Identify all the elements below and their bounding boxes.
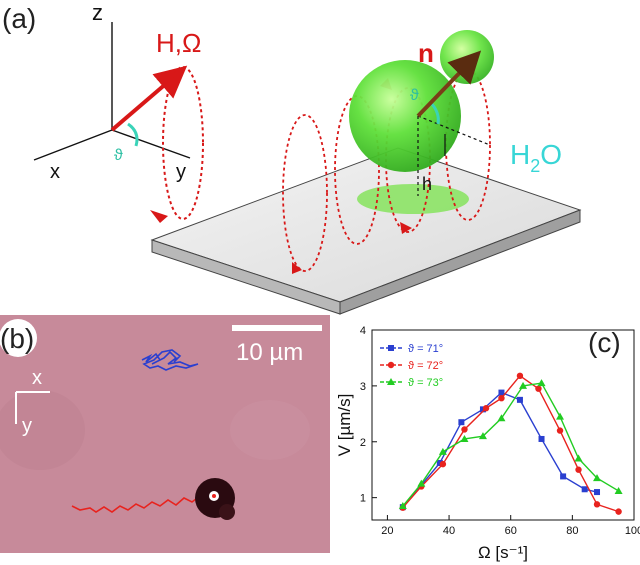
theta-label-a: ϑ [114,147,123,164]
x-tick-label: 20 [381,525,393,537]
data-point [538,435,545,442]
director-n-arrow [416,50,482,118]
y-tick-label: 1 [360,493,366,505]
theta-arc-a [127,122,139,147]
glass-plate [150,147,582,315]
data-point [535,385,542,392]
field-vector-arrow [110,65,188,132]
particle-guides [417,115,491,196]
series-line [402,374,619,513]
data-point [461,426,468,433]
velocity-chart: 20 40 60 80 100 1 2 3 4 Ω [s⁻¹] V [µm/s] ϑ = 71° ϑ =… [335,325,640,562]
field-rotation-arrowhead [150,210,168,223]
data-point [560,473,567,480]
field-rotation-ellipse [162,66,204,220]
axis-y-label: y [176,161,186,183]
water-label: H2O [510,139,562,176]
director-n-label: n [418,38,434,68]
data-point [575,466,582,473]
micrograph [0,315,330,553]
y-tick-label: 3 [360,381,366,393]
data-point [615,508,622,515]
legend-label: ϑ = 72° [408,360,443,372]
height-h-label: h [422,174,432,194]
data-point [593,501,601,508]
x-tick-label: 40 [443,525,455,537]
series-line [402,382,619,507]
legend-label: ϑ = 73° [408,377,443,389]
micrograph-axis-x: x [32,367,42,389]
micrograph-axes [15,391,50,424]
y-axis-label: V [µm/s] [335,394,354,457]
data-point [439,460,447,468]
data-point [497,414,506,422]
blue-trajectory-trace [141,349,199,371]
series-line [402,391,598,508]
panel-a-label: (a) [2,3,36,34]
x-tick-label: 100 [625,525,640,537]
micrograph-particle [195,478,235,520]
data-point [574,454,583,462]
data-point [614,486,623,494]
data-point [482,405,490,412]
y-tick-label: 2 [360,437,366,449]
data-point [460,434,469,442]
y-tick-label: 4 [360,325,366,337]
x-tick-label: 60 [505,525,517,537]
legend-marker [388,345,394,351]
axis-z-label: z [92,0,103,25]
data-point [519,381,528,389]
data-point [398,502,407,510]
data-point [594,489,601,496]
data-point [458,419,465,426]
data-point [516,396,523,403]
data-point [478,432,487,440]
axes-3d [33,22,191,161]
data-point [417,479,426,487]
legend-marker [387,378,395,385]
data-point [438,447,447,455]
particle-shadow [357,184,469,214]
legend-marker [387,361,395,369]
data-point [556,427,564,434]
panel-c-label: (c) [588,327,621,358]
data-point [498,389,505,396]
micrograph-axis-y: y [22,415,32,437]
x-tick-label: 80 [566,525,578,537]
scale-bar [232,325,322,331]
theta-label-particle: ϑ [410,87,419,104]
panel-b-label: (b) [0,323,34,354]
data-point [581,486,588,493]
data-point [556,412,565,420]
red-trajectory-trace [71,493,215,513]
field-label: H,Ω [156,28,201,58]
data-point [537,379,546,387]
data-point [593,474,602,482]
scale-bar-label: 10 µm [236,339,303,366]
legend-label: ϑ = 71° [408,343,443,355]
data-point [436,460,443,466]
axis-x-label: x [50,161,60,183]
data-point [498,394,505,402]
data-point [516,372,524,380]
chart-frame [371,329,635,521]
x-axis-label: Ω [s⁻¹] [478,543,528,562]
data-point [479,406,486,413]
panel-b-label-bg [0,319,37,357]
